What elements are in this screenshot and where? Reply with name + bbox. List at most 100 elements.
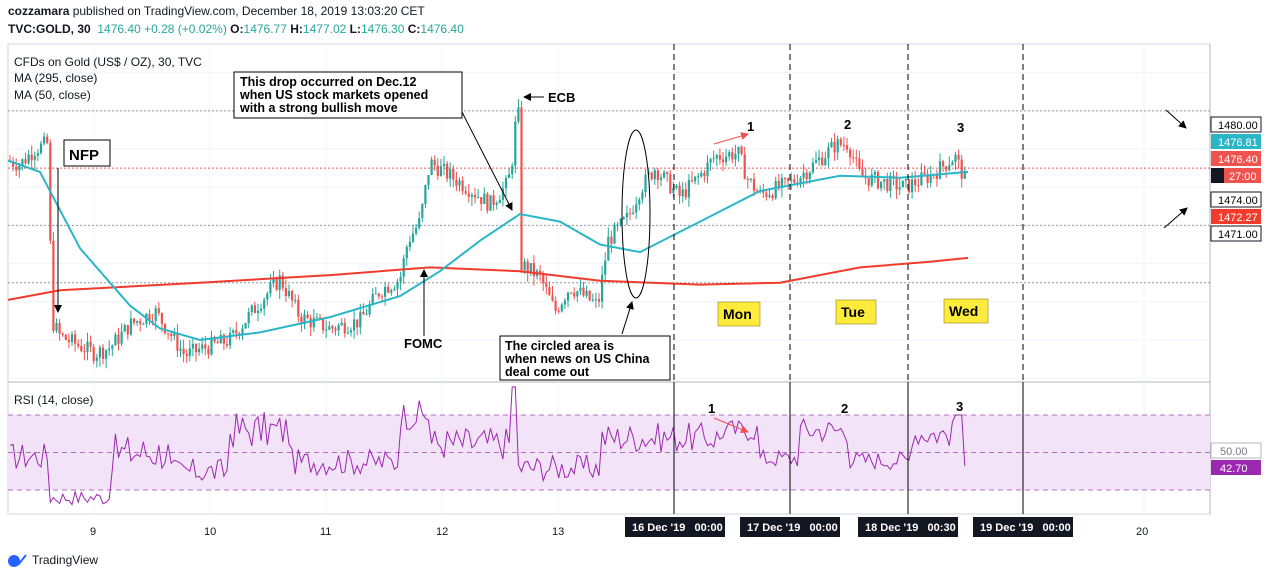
drop-arrow — [461, 111, 513, 211]
candle-body — [876, 172, 880, 189]
time-axis: 9 10 11 12 13 20 16 Dec '19 00:00 17 Dec… — [90, 517, 1148, 538]
candle-body — [396, 281, 399, 289]
candle-body — [424, 185, 427, 205]
candle-body — [281, 275, 284, 289]
candle-body — [229, 332, 232, 346]
candle-body — [563, 300, 566, 305]
candle-body — [721, 159, 725, 163]
candle-body — [858, 158, 861, 169]
candle-body — [601, 274, 604, 302]
date-label-17-box — [740, 517, 840, 537]
candle-body — [802, 172, 805, 178]
candle-body — [545, 283, 548, 288]
candle-body — [33, 155, 36, 161]
symbol[interactable]: TVC:GOLD, 30 — [8, 22, 91, 36]
candle-body — [384, 286, 387, 297]
candle-body — [266, 293, 269, 300]
candle-body — [98, 347, 101, 358]
nfp-label: NFP — [69, 147, 99, 164]
candle-body — [827, 147, 830, 159]
candle-body — [111, 345, 114, 349]
candle-body — [421, 204, 424, 219]
candle-body — [842, 145, 845, 147]
date-label-19: 19 Dec '19 00:00 — [980, 522, 1071, 534]
candle-body — [309, 318, 312, 328]
candle-body — [467, 193, 470, 197]
candle-body — [129, 318, 132, 335]
candle-body — [579, 287, 582, 292]
brand-text[interactable]: TradingView — [32, 553, 99, 567]
candle-body — [703, 172, 706, 177]
candle-body — [839, 139, 842, 146]
price-label-ma295-box — [1211, 209, 1261, 224]
date-label-17: 17 Dec '19 00:00 — [747, 522, 838, 534]
candle-body — [380, 296, 384, 298]
candle-body — [845, 145, 849, 150]
last-price: 1476.40 — [97, 22, 141, 36]
candle-body — [207, 348, 210, 355]
candle-body — [480, 197, 483, 204]
candle-body — [337, 325, 340, 331]
candle-body — [573, 292, 576, 297]
candle-body — [886, 179, 889, 191]
candle-body — [244, 323, 247, 329]
candle-body — [349, 330, 353, 333]
candle-body — [67, 339, 70, 343]
candle-body — [895, 177, 898, 190]
candle-body — [182, 348, 185, 354]
candle-body — [430, 159, 433, 175]
candle-body — [492, 195, 495, 205]
tradingview-logo-icon[interactable] — [6, 552, 28, 568]
candle-body — [334, 328, 337, 331]
candle-body — [873, 172, 876, 175]
candle-body — [55, 322, 58, 331]
candle-body — [539, 270, 542, 274]
candle-body — [436, 165, 439, 176]
author[interactable]: cozzamara — [8, 4, 70, 18]
candle-body — [148, 313, 151, 322]
legend-ma2: MA (50, close) — [14, 88, 91, 102]
candle-body — [368, 303, 371, 315]
candle-body — [387, 286, 390, 293]
candle-body — [852, 157, 855, 159]
footer: TradingView — [6, 552, 98, 568]
candle-body — [489, 195, 492, 211]
candle-body — [269, 283, 272, 294]
candle-body — [554, 300, 557, 311]
candles — [8, 98, 966, 369]
candle-body — [371, 293, 374, 304]
candle-body — [241, 328, 244, 336]
ecb-label: ECB — [548, 90, 575, 105]
candle-body — [449, 168, 452, 179]
candle-body — [294, 299, 297, 301]
rsi-label-50: 50.00 — [1220, 446, 1248, 458]
candle-body — [36, 153, 39, 156]
candle-body — [743, 154, 746, 180]
candle-body — [70, 334, 74, 343]
candle-body — [325, 329, 328, 331]
candle-body — [160, 313, 163, 324]
x-tick-9: 9 — [90, 526, 96, 538]
circle-note-line3: deal come out — [505, 365, 590, 379]
candle-body — [173, 332, 176, 337]
drop-note-line2: when US stock markets opened — [239, 88, 428, 102]
price-label-countdown-tab — [1211, 168, 1224, 183]
candle-body — [687, 180, 690, 198]
x-tick-11: 11 — [320, 526, 331, 538]
candle-body — [610, 236, 613, 244]
candle-body — [520, 107, 523, 271]
candle-body — [222, 334, 225, 344]
candle-body — [105, 350, 108, 359]
candle-body — [526, 261, 529, 274]
candle-body — [204, 344, 207, 349]
circle-note-line2: when news on US China — [504, 352, 651, 366]
candle-body — [951, 162, 954, 166]
candle-body — [942, 161, 945, 167]
candle-body — [511, 165, 514, 175]
candle-body — [303, 314, 306, 325]
candle-body — [551, 295, 554, 301]
published-text: published on TradingView.com, December 1… — [69, 4, 425, 18]
candle-body — [83, 351, 86, 353]
candle-body — [867, 178, 870, 186]
